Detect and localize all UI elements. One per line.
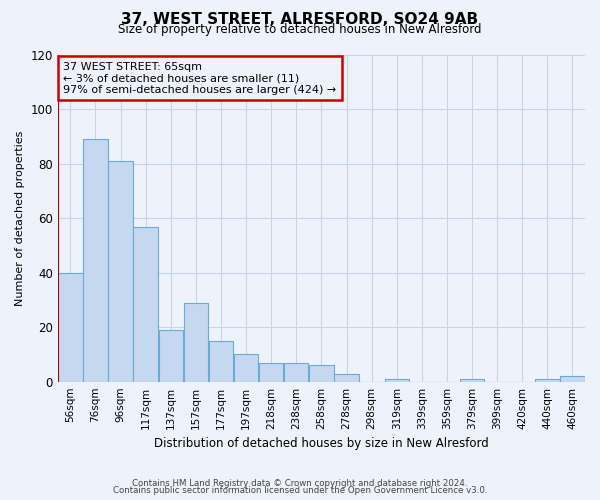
Y-axis label: Number of detached properties: Number of detached properties bbox=[15, 130, 25, 306]
Bar bbox=[83, 140, 107, 382]
X-axis label: Distribution of detached houses by size in New Alresford: Distribution of detached houses by size … bbox=[154, 437, 489, 450]
Bar bbox=[133, 226, 158, 382]
Bar bbox=[184, 302, 208, 382]
Text: Contains public sector information licensed under the Open Government Licence v3: Contains public sector information licen… bbox=[113, 486, 487, 495]
Text: Size of property relative to detached houses in New Alresford: Size of property relative to detached ho… bbox=[118, 22, 482, 36]
Bar bbox=[259, 362, 283, 382]
Bar bbox=[535, 379, 560, 382]
Bar bbox=[234, 354, 258, 382]
Bar bbox=[560, 376, 584, 382]
Bar bbox=[58, 273, 83, 382]
Bar bbox=[109, 161, 133, 382]
Text: 37, WEST STREET, ALRESFORD, SO24 9AB: 37, WEST STREET, ALRESFORD, SO24 9AB bbox=[121, 12, 479, 28]
Text: 37 WEST STREET: 65sqm
← 3% of detached houses are smaller (11)
97% of semi-detac: 37 WEST STREET: 65sqm ← 3% of detached h… bbox=[63, 62, 337, 94]
Bar bbox=[385, 379, 409, 382]
Bar bbox=[309, 366, 334, 382]
Bar bbox=[284, 362, 308, 382]
Bar bbox=[209, 341, 233, 382]
Bar bbox=[158, 330, 183, 382]
Bar bbox=[460, 379, 484, 382]
Text: Contains HM Land Registry data © Crown copyright and database right 2024.: Contains HM Land Registry data © Crown c… bbox=[132, 478, 468, 488]
Bar bbox=[334, 374, 359, 382]
